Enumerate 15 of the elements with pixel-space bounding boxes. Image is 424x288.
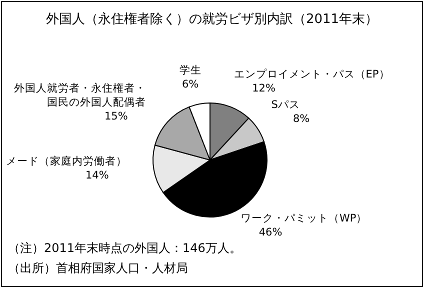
data-label: 15% (104, 110, 128, 122)
data-label: 8% (292, 113, 310, 126)
data-label: 14% (85, 169, 109, 182)
slice-label: エンプロイメント・パス（EP） (234, 67, 390, 80)
text: （注）2011年末時点の外国人：146万人。 (8, 240, 242, 257)
slice-label: ワーク・パミット（WP） (240, 212, 368, 225)
data-label: 46% (258, 226, 282, 239)
data-label: 6% (182, 78, 199, 90)
chart-title: 外国人（永住権者除く）の就労ビザ別内訳（2011年末） (44, 11, 380, 28)
data-label: 12% (252, 82, 276, 94)
slice-label: 学生 (179, 63, 202, 76)
slice-label: Sパス (271, 99, 300, 112)
slice-label: メード（家庭内労働者） (6, 154, 128, 168)
text: （出所）首相府国家人口・人材局 (8, 260, 188, 277)
slice-label: 外国人就労者・永住権者・国民の外国人配偶者 (14, 81, 146, 108)
